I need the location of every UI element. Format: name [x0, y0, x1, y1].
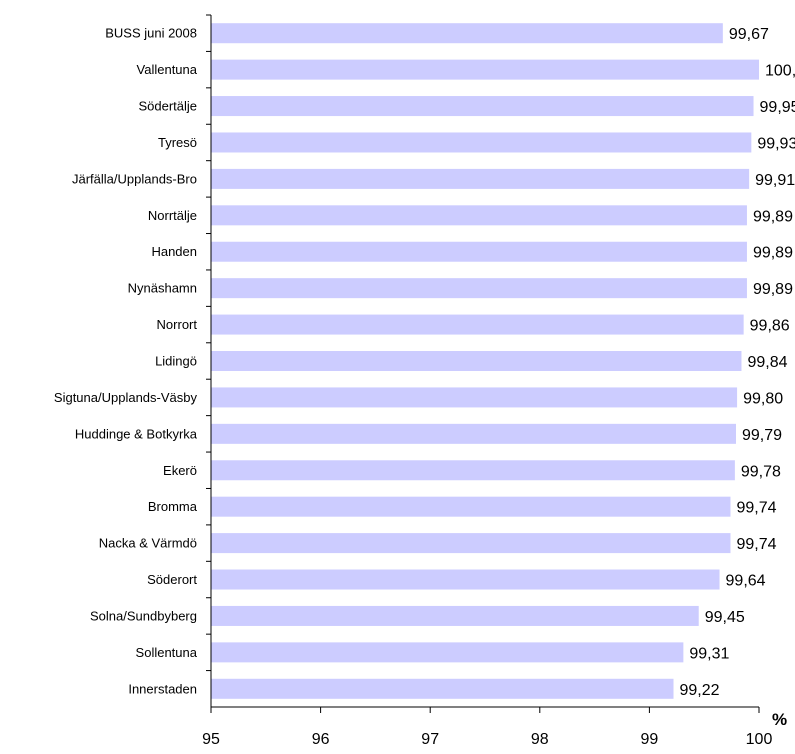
- bars-group: [211, 23, 759, 699]
- category-label: Huddinge & Botkyrka: [75, 426, 198, 441]
- category-label: Innerstaden: [128, 681, 197, 696]
- value-label: 100,00: [765, 63, 795, 80]
- bar: [211, 678, 674, 699]
- bar: [211, 241, 747, 262]
- value-label: 99,22: [680, 682, 720, 699]
- category-label: Lidingö: [155, 354, 197, 369]
- category-label: Järfälla/Upplands-Bro: [72, 171, 197, 186]
- bar: [211, 23, 723, 44]
- category-labels: BUSS juni 2008 Vallentuna Södertälje Tyresö…: [54, 14, 211, 696]
- bar: [211, 460, 735, 481]
- x-tick-label: 97: [421, 731, 439, 748]
- x-tick-label: 100: [746, 731, 773, 748]
- category-label: Sigtuna/Upplands-Väsby: [54, 390, 198, 405]
- value-label: 99,67: [729, 26, 769, 43]
- bar: [211, 278, 747, 299]
- bar: [211, 387, 738, 408]
- bar: [211, 351, 742, 371]
- value-label: 99,95: [760, 99, 795, 116]
- x-tick-label: 96: [312, 731, 330, 748]
- category-label: Norrtälje: [148, 208, 197, 223]
- value-label: 99,93: [757, 135, 795, 152]
- value-label: 99,80: [743, 390, 783, 407]
- category-label: Tyresö: [158, 135, 197, 150]
- bar: [211, 533, 731, 554]
- value-label: 99,89: [753, 281, 793, 298]
- bar: [211, 496, 731, 517]
- category-label: Nacka & Värmdö: [99, 536, 197, 551]
- category-label: Sollentuna: [136, 645, 198, 660]
- bar: [211, 605, 699, 626]
- value-label: 99,45: [705, 609, 745, 626]
- x-tick-label: 99: [641, 731, 659, 748]
- category-label: BUSS juni 2008: [105, 26, 197, 41]
- value-label: 99,64: [726, 573, 766, 590]
- x-axis-ticks: 95 96 97 98 99 100: [202, 707, 772, 748]
- bar: [211, 642, 684, 663]
- bar: [211, 205, 747, 226]
- category-label: Solna/Sundbyberg: [90, 608, 197, 623]
- bar: [211, 59, 759, 80]
- value-label: 99,89: [753, 245, 793, 262]
- bar: [211, 314, 744, 335]
- value-label: 99,78: [741, 463, 781, 480]
- category-label: Norrort: [157, 317, 198, 332]
- category-label: Handen: [151, 244, 197, 259]
- value-label: 99,84: [747, 354, 787, 371]
- bar: [211, 569, 720, 590]
- category-label: Vallentuna: [137, 62, 198, 77]
- x-tick-label: 98: [531, 731, 549, 748]
- value-label: 99,79: [742, 427, 782, 444]
- value-label: 99,86: [750, 318, 790, 335]
- category-label: Bromma: [148, 499, 198, 514]
- x-tick-label: 95: [202, 731, 220, 748]
- value-label: 99,31: [689, 645, 729, 662]
- value-labels: 99,67 100,00 99,95 99,93 99,91 99,89 99,89 99,8…: [680, 26, 795, 699]
- category-label: Ekerö: [163, 463, 197, 478]
- bar: [211, 96, 754, 117]
- value-label: 99,74: [737, 500, 777, 517]
- x-axis-unit-label: %: [772, 710, 787, 729]
- bar: [211, 168, 750, 189]
- value-label: 99,74: [737, 536, 777, 553]
- category-label: Nynäshamn: [128, 281, 197, 296]
- category-label: Söderort: [147, 572, 197, 587]
- category-label: Södertälje: [138, 99, 197, 114]
- value-label: 99,91: [755, 172, 795, 189]
- bar: [211, 132, 752, 153]
- value-label: 99,89: [753, 208, 793, 225]
- bar: [211, 423, 736, 444]
